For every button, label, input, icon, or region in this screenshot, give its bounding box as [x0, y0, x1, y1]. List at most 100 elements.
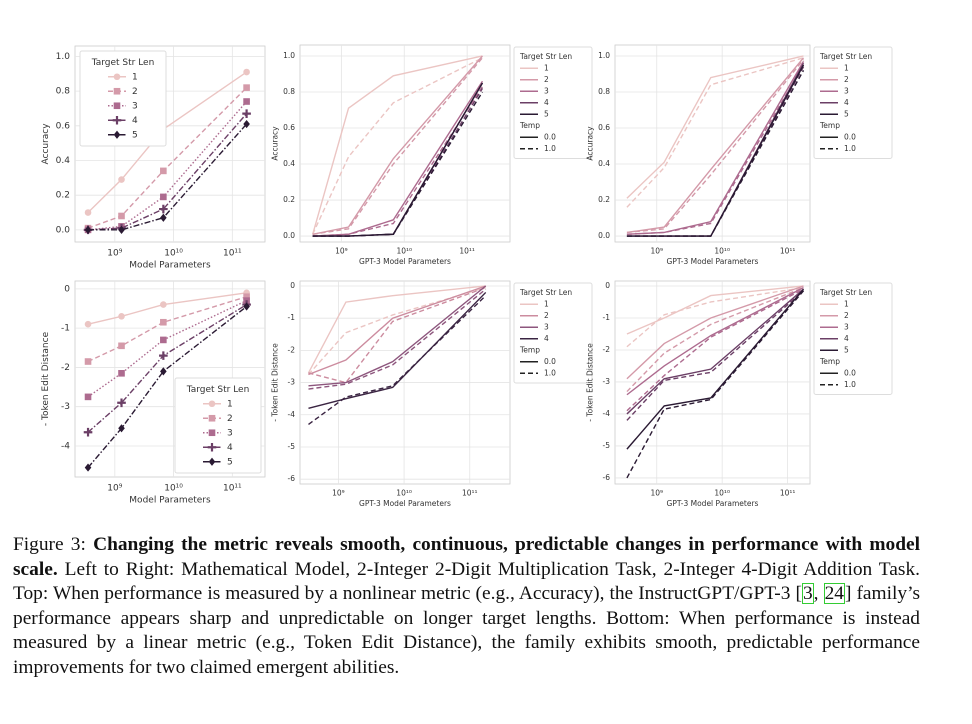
legend-marker [208, 414, 216, 422]
legend-label: 3 [844, 86, 849, 95]
legend-marker [208, 400, 216, 408]
marker [242, 109, 251, 118]
legend-box [813, 282, 893, 395]
marker [243, 84, 250, 91]
y-tick-label: -2 [603, 345, 611, 354]
marker [243, 68, 250, 76]
legend-label: 4 [544, 334, 549, 343]
marker [118, 176, 125, 183]
legend-label: 0.0 [544, 357, 556, 366]
y-axis-label: - Token Edit Distance [270, 343, 279, 422]
y-tick-label: 1.0 [598, 51, 610, 60]
x-axis-label: GPT-3 Model Parameters [359, 257, 451, 266]
legend-label: 0.0 [844, 368, 856, 377]
caption-ref[interactable]: 3 [801, 583, 814, 605]
series-line [312, 86, 484, 237]
x-axis-label: Model Parameters [129, 496, 211, 506]
y-tick-label: 1.0 [283, 51, 295, 60]
caption-normal: Figure 3: [13, 534, 94, 555]
y-tick-label: -1 [288, 313, 296, 322]
caption-normal: Left to Right: Mathematical Model, 2-Int… [13, 558, 920, 605]
legend-label: 2 [544, 311, 549, 320]
legend-title: Temp [519, 121, 540, 130]
series-line [626, 285, 804, 335]
legend-box [513, 46, 593, 159]
series-line [626, 286, 804, 393]
series-line [308, 285, 487, 387]
marker [160, 367, 167, 376]
caption-ref[interactable]: 24 [823, 583, 845, 605]
legend-box [79, 50, 167, 147]
legend-label: 2 [132, 87, 138, 97]
series-line [626, 288, 804, 415]
legend-label: 3 [227, 428, 233, 438]
legend-label: 3 [544, 86, 549, 95]
marker [84, 358, 92, 365]
legend-title: Target Str Len [519, 288, 572, 297]
legend-label: 1 [227, 399, 233, 409]
series-line [312, 91, 484, 237]
y-tick-label: 0.6 [283, 123, 295, 132]
legend-label: 2 [227, 414, 233, 424]
x-tick-label: 10¹¹ [462, 489, 478, 498]
x-axis-label: Model Parameters [129, 261, 211, 271]
legend-label: 1 [544, 299, 549, 308]
y-axis-label: Accuracy [270, 126, 279, 161]
marker [243, 302, 250, 311]
y-tick-label: 0.2 [56, 191, 70, 201]
x-tick-label: 10¹¹ [780, 489, 796, 498]
legend-label: 1.0 [844, 380, 856, 389]
marker [84, 393, 92, 401]
y-tick-label: 0.6 [56, 121, 71, 131]
y-tick-label: 0 [605, 281, 610, 290]
series-line [308, 286, 486, 384]
series-line [626, 59, 805, 234]
series-line [87, 300, 247, 398]
marker [160, 301, 167, 308]
marker [159, 204, 168, 214]
series-line [87, 71, 247, 214]
y-axis-label: Accuracy [41, 123, 51, 165]
marker [160, 193, 167, 201]
legend-box [513, 282, 593, 384]
marker [118, 212, 125, 220]
legend-title: Target Str Len [519, 52, 572, 61]
y-tick-label: 0 [64, 284, 70, 294]
series-line [626, 70, 805, 237]
legend-marker [208, 429, 216, 437]
x-tick-label: 10⁹ [332, 489, 345, 498]
marker [159, 351, 168, 360]
y-tick-label: -5 [603, 441, 611, 450]
plot-area [614, 44, 811, 243]
figure: 0.0 0.2 0.4 0.6 0.8 1.0 10⁹ 10¹⁰ 10¹¹ Model Param… [41, 44, 893, 508]
x-tick-label: 10⁹ [107, 484, 122, 494]
legend-box [174, 377, 262, 474]
x-axis-label: GPT-3 Model Parameters [667, 257, 759, 266]
y-axis-label: - Token Edit Distance [585, 343, 594, 422]
series-line [626, 288, 804, 412]
x-tick-label: 10¹¹ [223, 484, 242, 494]
y-tick-label: -6 [288, 474, 296, 483]
legend-title: Target Str Len [91, 58, 155, 68]
x-tick-label: 10¹¹ [223, 249, 242, 259]
legend-label: 3 [132, 101, 138, 111]
x-axis-label: GPT-3 Model Parameters [667, 499, 759, 508]
legend-title: Target Str Len [819, 52, 872, 61]
x-axis-label: GPT-3 Model Parameters [359, 499, 451, 508]
series-line [312, 57, 483, 235]
series-line [626, 286, 804, 348]
legend-label: 0.0 [844, 132, 856, 141]
marker [160, 213, 167, 222]
legend-label: 4 [844, 334, 849, 343]
series-line [626, 64, 805, 235]
x-tick-label: 10⁹ [335, 247, 348, 256]
series-line [308, 288, 487, 390]
caption-bold: Changing the metric reveals smooth, cont… [13, 534, 921, 580]
marker [243, 119, 250, 129]
marker [243, 293, 250, 301]
series-line [626, 286, 804, 396]
series-line [308, 291, 487, 410]
series-line [87, 296, 247, 363]
y-tick-label: -3 [61, 402, 70, 412]
series-line [626, 288, 805, 450]
